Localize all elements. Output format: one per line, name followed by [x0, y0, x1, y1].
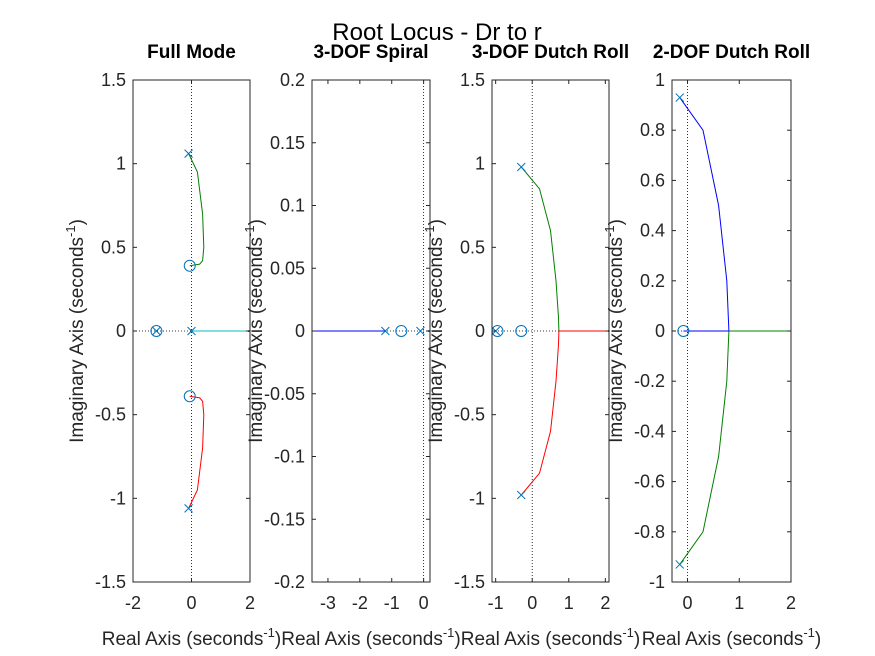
y-tick-label: 0.4: [640, 221, 665, 241]
root-locus-panel-4: 0 1 2 -1 -0.8 -0.6 -0.4 -0.2 0 0.2 0.4 0.6 0.8 1 2-DOF…: [602, 42, 821, 650]
y-axis-label: Imaginary Axis (seconds-1): [242, 219, 267, 443]
y-tick-label: 0: [655, 321, 665, 341]
y-tick-label: 0.05: [270, 258, 305, 278]
pole-marker: [152, 326, 161, 336]
figure-title: Root Locus - Dr to r: [332, 19, 541, 46]
y-tick-label: 0: [295, 321, 305, 341]
plot-area: [133, 80, 250, 582]
pole-marker: [675, 93, 685, 102]
y-tick-label: -0.5: [95, 405, 126, 425]
y-axis-label: Imaginary Axis (seconds-1): [63, 219, 88, 443]
x-tick-label: 1: [734, 593, 744, 613]
x-tick-label: -3: [320, 593, 336, 613]
y-tick-label: 0.15: [270, 133, 305, 153]
y-tick-label: 0: [116, 321, 126, 341]
y-tick-label: 1: [655, 70, 665, 90]
y-tick-label: -0.5: [454, 405, 485, 425]
x-tick-label: -2: [125, 593, 141, 613]
x-axis-label: Real Axis (seconds-1): [102, 625, 281, 650]
y-tick-label: 1.5: [460, 70, 485, 90]
pole-marker: [184, 149, 193, 158]
y-tick-label: 0.5: [460, 237, 485, 257]
plot-area: [312, 80, 430, 582]
y-tick-label: -1: [469, 488, 485, 508]
locus-branch-1: [520, 166, 560, 332]
y-tick-label: -1.5: [454, 572, 485, 592]
y-axis-label: Imaginary Axis (seconds-1): [602, 219, 627, 443]
y-tick-label: -1: [649, 572, 665, 592]
panel-title: 3-DOF Dutch Roll: [472, 42, 629, 63]
pole-marker: [675, 560, 685, 569]
y-tick-label: 0.1: [280, 196, 305, 216]
pole-marker: [516, 162, 526, 172]
locus-branch-2: [188, 395, 205, 509]
x-tick-label: 0: [186, 593, 196, 613]
y-tick-label: 0.2: [280, 70, 305, 90]
y-tick-label: -0.15: [264, 509, 305, 529]
y-tick-label: 0.5: [101, 237, 126, 257]
root-locus-panel-1: -2 0 2 -1.5 -1 -0.5 0 0.5 1 1.5 Full Mode Real Axis…: [63, 42, 281, 650]
y-tick-label: -0.4: [634, 421, 665, 441]
zero-marker: [183, 259, 196, 272]
y-tick-label: 0.2: [640, 271, 665, 291]
locus-branch-1: [679, 97, 730, 332]
locus-branch-2: [679, 330, 791, 565]
locus-branch-1: [188, 153, 205, 267]
y-tick-label: -0.6: [634, 472, 665, 492]
panel-title: 3-DOF Spiral: [313, 42, 428, 63]
x-tick-label: 0: [527, 593, 537, 613]
x-tick-label: 1: [564, 593, 574, 613]
y-tick-label: 0.8: [640, 120, 665, 140]
x-axis-label: Real Axis (seconds-1): [281, 625, 460, 650]
pole-marker: [187, 326, 196, 336]
zero-marker: [677, 325, 690, 337]
x-tick-label: -2: [352, 593, 368, 613]
y-tick-label: -0.1: [274, 447, 305, 467]
x-axis-label: Real Axis (seconds-1): [461, 625, 640, 650]
y-tick-label: 0: [475, 321, 485, 341]
x-tick-label: 2: [600, 593, 610, 613]
y-tick-label: 0.6: [640, 170, 665, 190]
y-tick-label: 1: [475, 154, 485, 174]
zero-marker: [515, 325, 528, 337]
y-tick-label: -1: [110, 488, 126, 508]
x-tick-label: 2: [786, 593, 796, 613]
pole-marker: [184, 504, 193, 513]
root-locus-panel-2: -3 -2 -1 0 -0.2 -0.15 -0.1 -0.05 0 0.05 0.1 0.15 0.2…: [242, 42, 461, 650]
zero-marker: [150, 325, 163, 337]
y-axis-label: Imaginary Axis (seconds-1): [422, 219, 447, 443]
x-tick-label: 0: [419, 593, 429, 613]
plot-area: [492, 80, 609, 582]
plot-area: [672, 80, 791, 582]
x-tick-label: 0: [683, 593, 693, 613]
y-tick-label: -1.5: [95, 572, 126, 592]
pole-marker: [380, 326, 390, 336]
pole-marker: [416, 326, 425, 336]
x-tick-label: -1: [488, 593, 504, 613]
y-tick-label: -0.05: [264, 384, 305, 404]
y-tick-label: -0.2: [274, 572, 305, 592]
panel-title: Full Mode: [147, 42, 236, 63]
locus-branch-2: [520, 330, 609, 496]
pole-marker: [516, 490, 526, 500]
y-tick-label: -0.2: [634, 371, 665, 391]
x-tick-label: -1: [384, 593, 400, 613]
panel-title: 2-DOF Dutch Roll: [653, 42, 810, 63]
x-tick-label: 2: [245, 593, 255, 613]
y-tick-label: -0.8: [634, 522, 665, 542]
zero-marker: [395, 325, 408, 337]
root-locus-panel-3: -1 0 1 2-1.5-1-0.500.511.53-DOF Dutch RollR…: [422, 42, 640, 650]
y-tick-label: 1.5: [101, 70, 126, 90]
zero-marker: [183, 390, 196, 403]
y-tick-label: 1: [116, 154, 126, 174]
x-axis-label: Real Axis (seconds-1): [642, 625, 821, 650]
